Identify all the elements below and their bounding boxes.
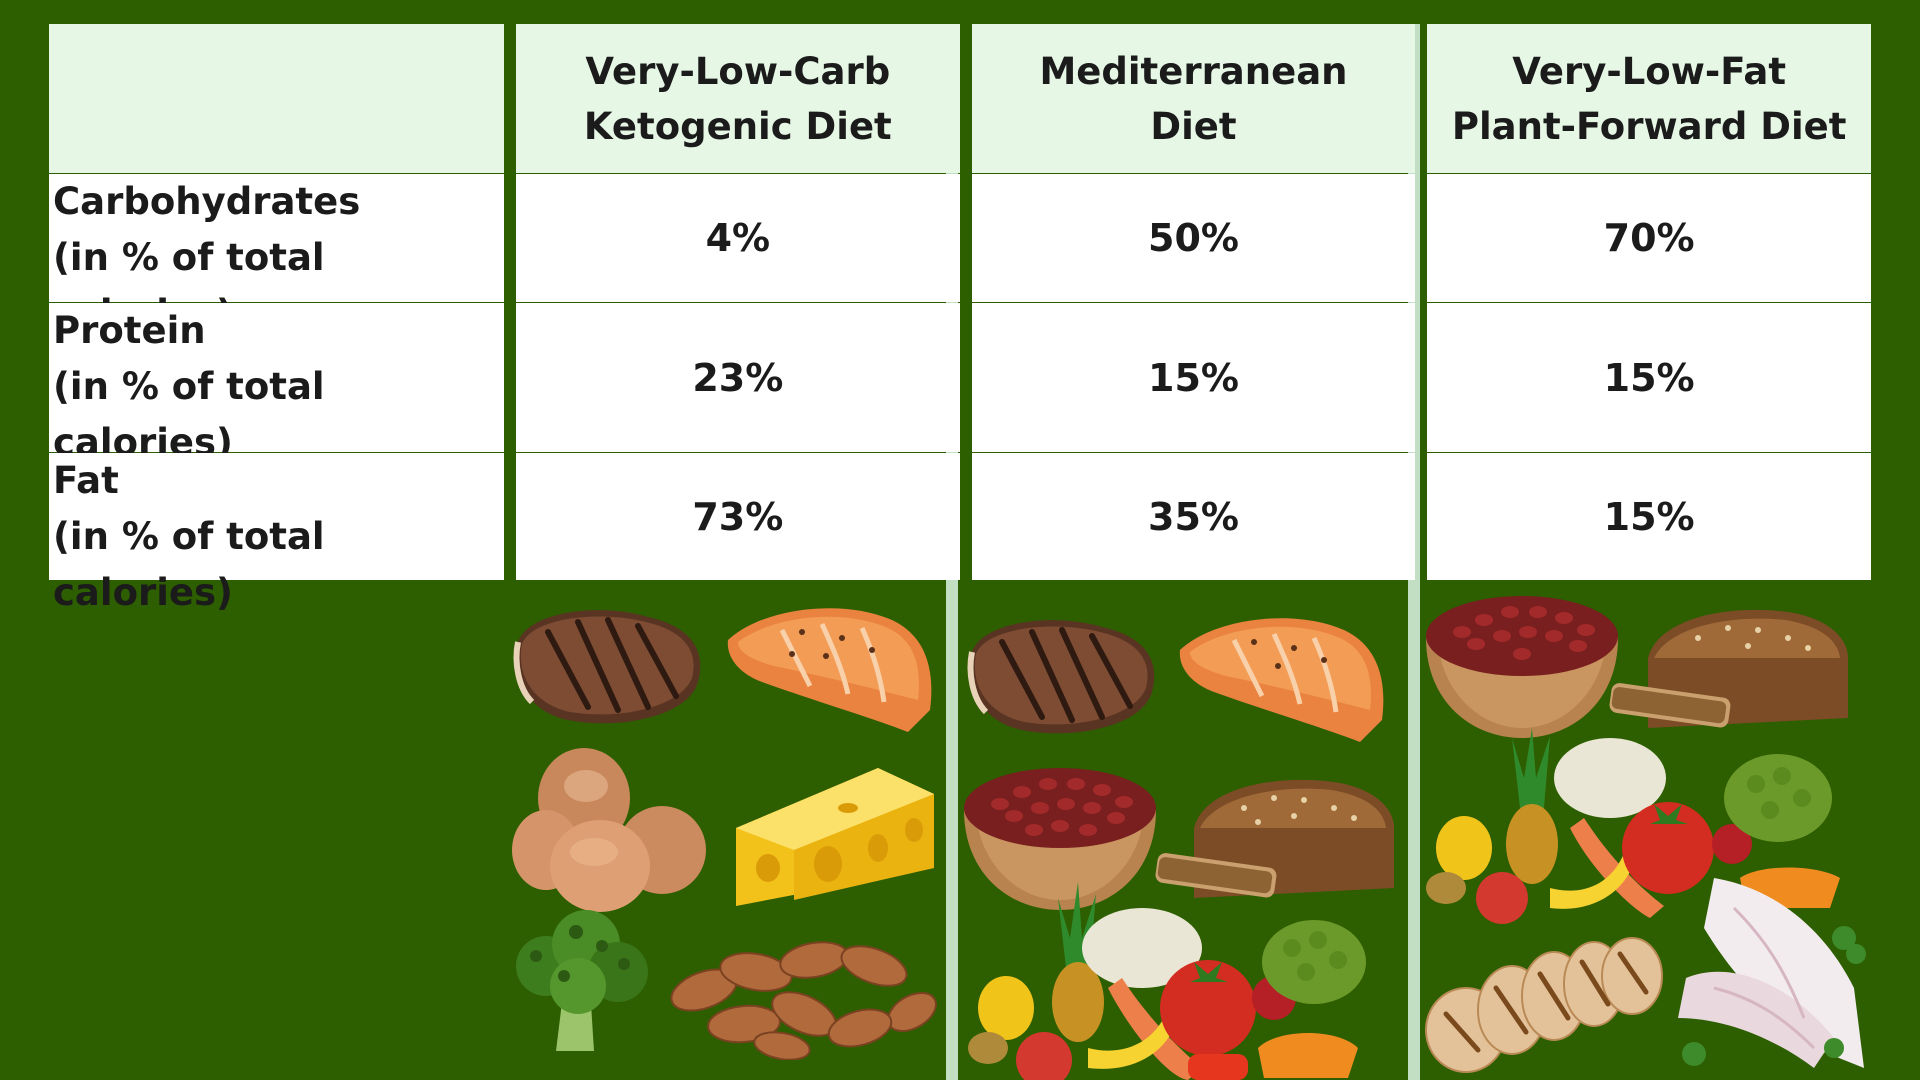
diet-comparison-table: Very-Low-Carb Ketogenic Diet Mediterrane… [49, 24, 1871, 614]
fruits-and-vegetables-image [968, 882, 1366, 1080]
keto-food-images [504, 578, 946, 1080]
cell-carbs-plant-forward: 70% [1427, 174, 1871, 302]
header-mediterranean-line1: Mediterranean [1039, 49, 1348, 93]
white-fish-image [1678, 878, 1866, 1068]
plant-forward-food-images [1420, 578, 1871, 1080]
cheese-image [736, 768, 934, 906]
whole-grain-bread-image [1609, 609, 1848, 728]
header-keto-line2: Ketogenic Diet [583, 104, 892, 148]
red-beans-image [1426, 596, 1618, 738]
cell-carbs-mediterranean: 50% [971, 174, 1416, 302]
salmon-image [1179, 618, 1384, 742]
whole-grain-bread-image [1155, 779, 1394, 898]
header-plant-forward: Very-Low-Fat Plant-Forward Diet [1427, 24, 1871, 173]
row-label-fat: Fat (in % of total calories) [49, 453, 504, 614]
header-plant-forward-line2: Plant-Forward Diet [1451, 104, 1847, 148]
row-label-carbohydrates: Carbohydrates (in % of total calories) [49, 174, 504, 335]
cell-fat-plant-forward: 15% [1427, 453, 1871, 580]
steak-image [967, 620, 1155, 734]
cell-carbs-keto: 4% [516, 174, 960, 302]
salmon-image [727, 608, 932, 732]
steak-image [513, 610, 701, 724]
cell-protein-keto: 23% [516, 303, 960, 452]
cell-fat-mediterranean: 35% [971, 453, 1416, 580]
almonds-image [670, 941, 937, 1060]
header-mediterranean: Mediterranean Diet [971, 24, 1416, 173]
mediterranean-food-images [958, 578, 1408, 1080]
row-label-text: Protein [53, 309, 206, 352]
header-keto-line1: Very-Low-Carb [585, 49, 891, 93]
table-corner-cell [49, 24, 504, 173]
cell-protein-mediterranean: 15% [971, 303, 1416, 452]
fruits-and-vegetables-image [1426, 728, 1840, 924]
eggs-image [512, 748, 706, 912]
grilled-chicken-image [1425, 937, 1663, 1073]
header-keto: Very-Low-Carb Ketogenic Diet [516, 24, 960, 173]
header-mediterranean-line2: Diet [1150, 104, 1237, 148]
red-beans-image [964, 768, 1156, 910]
row-sublabel-text: (in % of total calories) [53, 515, 325, 614]
header-plant-forward-line1: Very-Low-Fat [1512, 49, 1787, 93]
broccoli-image [516, 910, 648, 1051]
cell-fat-keto: 73% [516, 453, 960, 580]
row-label-text: Carbohydrates [53, 180, 361, 223]
cell-protein-plant-forward: 15% [1427, 303, 1871, 452]
row-label-protein: Protein (in % of total calories) [49, 303, 504, 464]
row-label-text: Fat [53, 459, 119, 502]
